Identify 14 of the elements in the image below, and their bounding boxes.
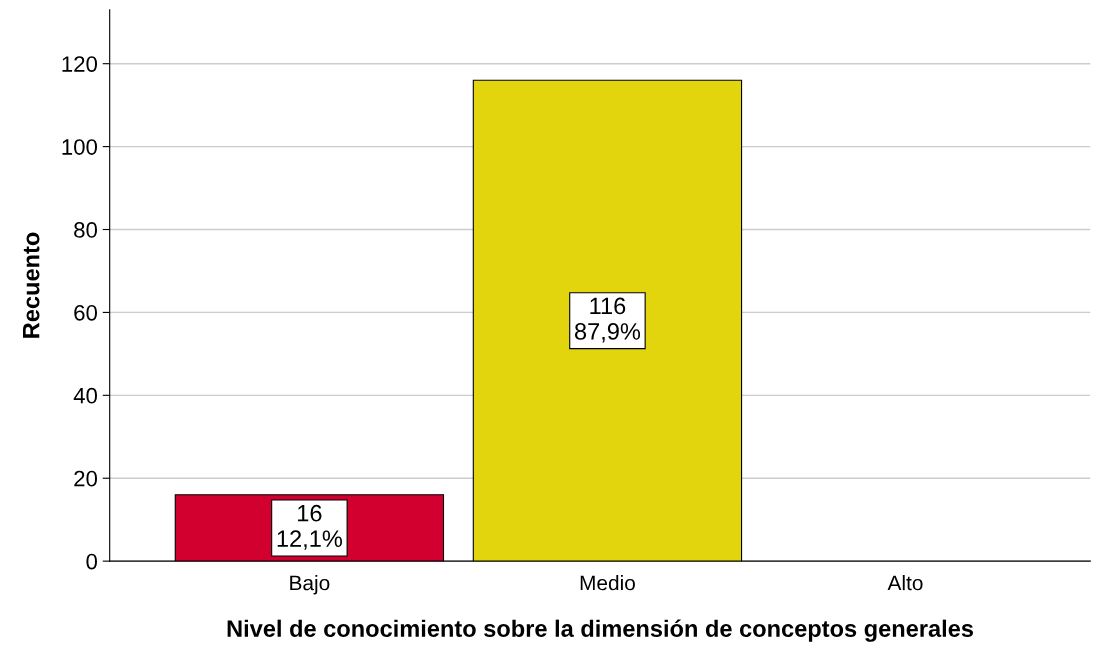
x-tick-label: Alto — [887, 575, 923, 591]
data-label: 16 12,1% — [277, 504, 343, 550]
y-tick-label: 100 — [62, 139, 98, 155]
y-tick-label: 120 — [62, 56, 98, 72]
x-tick-label: Bajo — [290, 575, 330, 595]
x-axis-title: Nivel de conocimiento sobre la dimensión de conceptos generales — [227, 619, 973, 642]
data-label: 116 87,9% — [574, 297, 641, 343]
y-tick-label: 0 — [86, 553, 98, 570]
y-tick-label: 80 — [74, 222, 98, 238]
y-tick-label: 40 — [73, 387, 98, 404]
y-axis-title: Recuento — [23, 232, 40, 338]
x-tick-label: Medio — [580, 575, 635, 591]
y-tick-label: 20 — [74, 470, 98, 487]
y-tick-label: 60 — [74, 304, 98, 321]
